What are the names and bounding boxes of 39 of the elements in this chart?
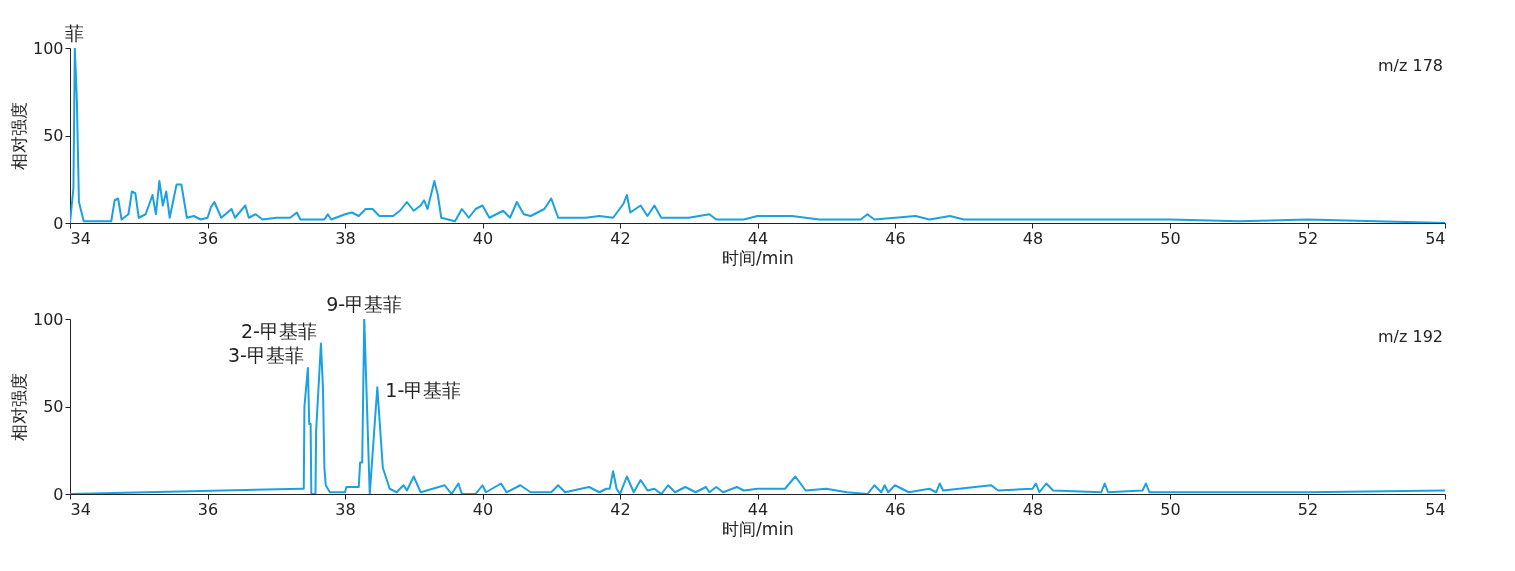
x-tick-label: 54 — [1425, 499, 1446, 519]
x-tick-label: 38 — [335, 228, 356, 248]
x-axis-title: 时间/min — [722, 518, 794, 539]
y-tick-label: 50 — [43, 397, 64, 416]
annotation: 9-甲基菲 — [326, 293, 403, 315]
x-tick-label: 42 — [610, 228, 631, 248]
y-axis-title: 相对强度 — [8, 102, 29, 170]
x-tick-label: 44 — [747, 499, 769, 519]
y-tick-label: 50 — [43, 126, 64, 145]
y-tick-label: 100 — [32, 309, 64, 329]
x-tick-label: 46 — [885, 228, 906, 248]
x-tick-label: 50 — [1160, 499, 1181, 519]
annotation: m/z 178 — [1378, 56, 1443, 75]
y-tick-label: 100 — [32, 38, 64, 58]
y-tick-label: 0 — [53, 213, 64, 233]
x-tick-label: 40 — [472, 499, 494, 519]
x-tick-label: 38 — [335, 499, 356, 519]
x-tick-label: 48 — [1022, 228, 1044, 248]
x-tick-label: 50 — [1160, 228, 1181, 248]
annotation: 1-甲基菲 — [385, 379, 462, 402]
x-axis-title: 时间/min — [722, 247, 794, 268]
x-tick-label: 44 — [747, 228, 769, 248]
x-tick-label: 52 — [1297, 499, 1319, 519]
annotation: m/z 192 — [1378, 327, 1443, 346]
y-axis-title: 相对强度 — [8, 373, 29, 441]
annotation: 菲 — [65, 22, 85, 44]
x-tick-label: 42 — [610, 499, 631, 519]
x-tick-label: 34 — [70, 228, 91, 248]
x-tick-label: 36 — [197, 499, 219, 519]
x-tick-label: 54 — [1425, 228, 1446, 248]
x-tick-label: 34 — [70, 499, 91, 519]
annotation: 2-甲基菲 — [240, 319, 317, 342]
annotation: 3-甲基菲 — [227, 344, 304, 366]
x-tick-label: 46 — [885, 499, 906, 519]
x-tick-label: 40 — [472, 228, 494, 248]
y-tick-label: 0 — [53, 484, 64, 504]
x-tick-label: 36 — [197, 228, 219, 248]
x-tick-label: 48 — [1022, 499, 1044, 519]
x-tick-label: 52 — [1297, 228, 1319, 248]
